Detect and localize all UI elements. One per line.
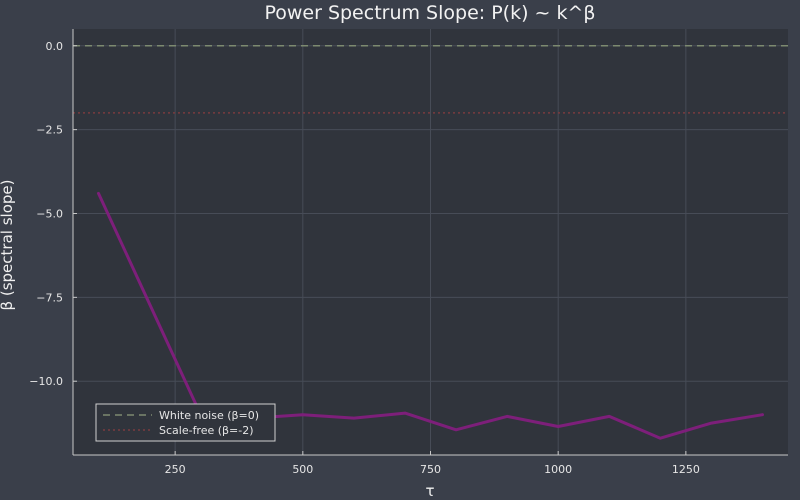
legend-label-scale-free: Scale-free (β=-2) xyxy=(159,424,254,437)
y-tick-label: −5.0 xyxy=(36,207,63,220)
y-tick-label: −7.5 xyxy=(36,291,63,304)
grid xyxy=(73,29,788,455)
x-tick-label: 1000 xyxy=(544,463,572,476)
x-tick-label: 1250 xyxy=(672,463,700,476)
y-tick-label: −10.0 xyxy=(29,375,63,388)
tick-labels: 250 500 750 1000 1250 0.0 −2.5 −5.0 −7.5 −10.0 xyxy=(29,40,700,476)
legend: White noise (β=0) Scale-free (β=-2) xyxy=(95,403,276,442)
chart-title: Power Spectrum Slope: P(k) ~ k^β xyxy=(264,2,595,24)
axes xyxy=(72,29,788,456)
legend-box xyxy=(95,403,276,442)
y-axis-label: β (spectral slope) xyxy=(0,180,16,311)
y-tick-label: 0.0 xyxy=(46,40,64,53)
legend-label-white-noise: White noise (β=0) xyxy=(159,409,259,422)
reference-lines xyxy=(73,45,788,114)
x-tick-label: 500 xyxy=(292,463,313,476)
x-axis-label: τ xyxy=(425,482,434,500)
y-tick-label: −2.5 xyxy=(36,124,63,137)
x-tick-label: 750 xyxy=(420,463,441,476)
x-tick-label: 250 xyxy=(165,463,186,476)
